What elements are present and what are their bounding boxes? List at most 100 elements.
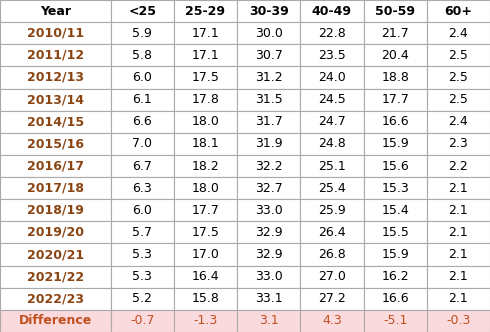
Bar [174,155,237,177]
Text: 40-49: 40-49 [312,5,352,18]
Text: 17.1: 17.1 [192,27,220,40]
Bar [300,133,364,155]
Text: 2.3: 2.3 [448,137,468,150]
Text: 17.8: 17.8 [192,93,220,106]
Text: 21.7: 21.7 [381,27,409,40]
Text: 30.0: 30.0 [255,27,283,40]
Text: 2011/12: 2011/12 [27,49,84,62]
Bar [111,221,174,243]
Bar [174,133,237,155]
Text: 24.0: 24.0 [318,71,346,84]
Bar [237,111,300,133]
Text: 31.2: 31.2 [255,71,283,84]
Text: 17.0: 17.0 [192,248,220,261]
Bar [111,266,174,288]
Text: 31.9: 31.9 [255,137,283,150]
Text: 3.1: 3.1 [259,314,279,327]
Text: 2021/22: 2021/22 [27,270,84,283]
Bar [237,0,300,22]
Text: 15.8: 15.8 [192,292,220,305]
Text: 5.8: 5.8 [132,49,152,62]
Bar [364,288,427,310]
Bar [174,89,237,111]
Bar [300,243,364,266]
Text: 33.1: 33.1 [255,292,283,305]
Text: 25.9: 25.9 [318,204,346,217]
Text: 30.7: 30.7 [255,49,283,62]
Text: 18.0: 18.0 [192,182,220,195]
Bar [0,310,111,332]
Text: -0.3: -0.3 [446,314,470,327]
Text: 5.7: 5.7 [132,226,152,239]
Text: 50-59: 50-59 [375,5,415,18]
Bar [0,111,111,133]
Bar [364,199,427,221]
Text: 16.6: 16.6 [381,292,409,305]
Text: 25-29: 25-29 [186,5,225,18]
Text: 6.6: 6.6 [132,115,152,128]
Bar [364,310,427,332]
Bar [427,266,490,288]
Text: 60+: 60+ [444,5,472,18]
Bar [364,221,427,243]
Text: 6.7: 6.7 [132,159,152,173]
Bar [237,89,300,111]
Bar [111,199,174,221]
Text: 2010/11: 2010/11 [27,27,84,40]
Text: 2014/15: 2014/15 [27,115,84,128]
Bar [0,89,111,111]
Text: 5.9: 5.9 [132,27,152,40]
Text: 2013/14: 2013/14 [27,93,84,106]
Text: 2020/21: 2020/21 [27,248,84,261]
Text: 4.3: 4.3 [322,314,342,327]
Text: 32.9: 32.9 [255,248,283,261]
Text: 20.4: 20.4 [381,49,409,62]
Text: 32.2: 32.2 [255,159,283,173]
Text: 2016/17: 2016/17 [27,159,84,173]
Text: 24.5: 24.5 [318,93,346,106]
Bar [237,66,300,89]
Bar [0,155,111,177]
Text: 2.1: 2.1 [448,270,468,283]
Text: 17.5: 17.5 [192,71,220,84]
Text: 2.1: 2.1 [448,204,468,217]
Text: 2019/20: 2019/20 [27,226,84,239]
Bar [174,66,237,89]
Text: 15.9: 15.9 [381,248,409,261]
Bar [300,22,364,44]
Text: 2.1: 2.1 [448,292,468,305]
Text: 16.6: 16.6 [381,115,409,128]
Bar [300,155,364,177]
Text: 23.5: 23.5 [318,49,346,62]
Bar [0,221,111,243]
Bar [427,243,490,266]
Bar [174,0,237,22]
Bar [300,0,364,22]
Bar [237,133,300,155]
Bar [364,266,427,288]
Bar [237,155,300,177]
Bar [427,133,490,155]
Bar [111,44,174,66]
Text: 2.5: 2.5 [448,71,468,84]
Bar [237,22,300,44]
Bar [364,0,427,22]
Bar [174,243,237,266]
Bar [300,266,364,288]
Text: 2015/16: 2015/16 [27,137,84,150]
Bar [300,111,364,133]
Text: 24.8: 24.8 [318,137,346,150]
Text: 18.1: 18.1 [192,137,220,150]
Text: 27.2: 27.2 [318,292,346,305]
Text: 15.6: 15.6 [381,159,409,173]
Bar [427,66,490,89]
Bar [427,0,490,22]
Bar [111,177,174,199]
Text: 17.1: 17.1 [192,49,220,62]
Text: 15.3: 15.3 [381,182,409,195]
Text: -1.3: -1.3 [194,314,218,327]
Text: 2.1: 2.1 [448,182,468,195]
Text: 2.5: 2.5 [448,49,468,62]
Bar [0,177,111,199]
Text: 32.9: 32.9 [255,226,283,239]
